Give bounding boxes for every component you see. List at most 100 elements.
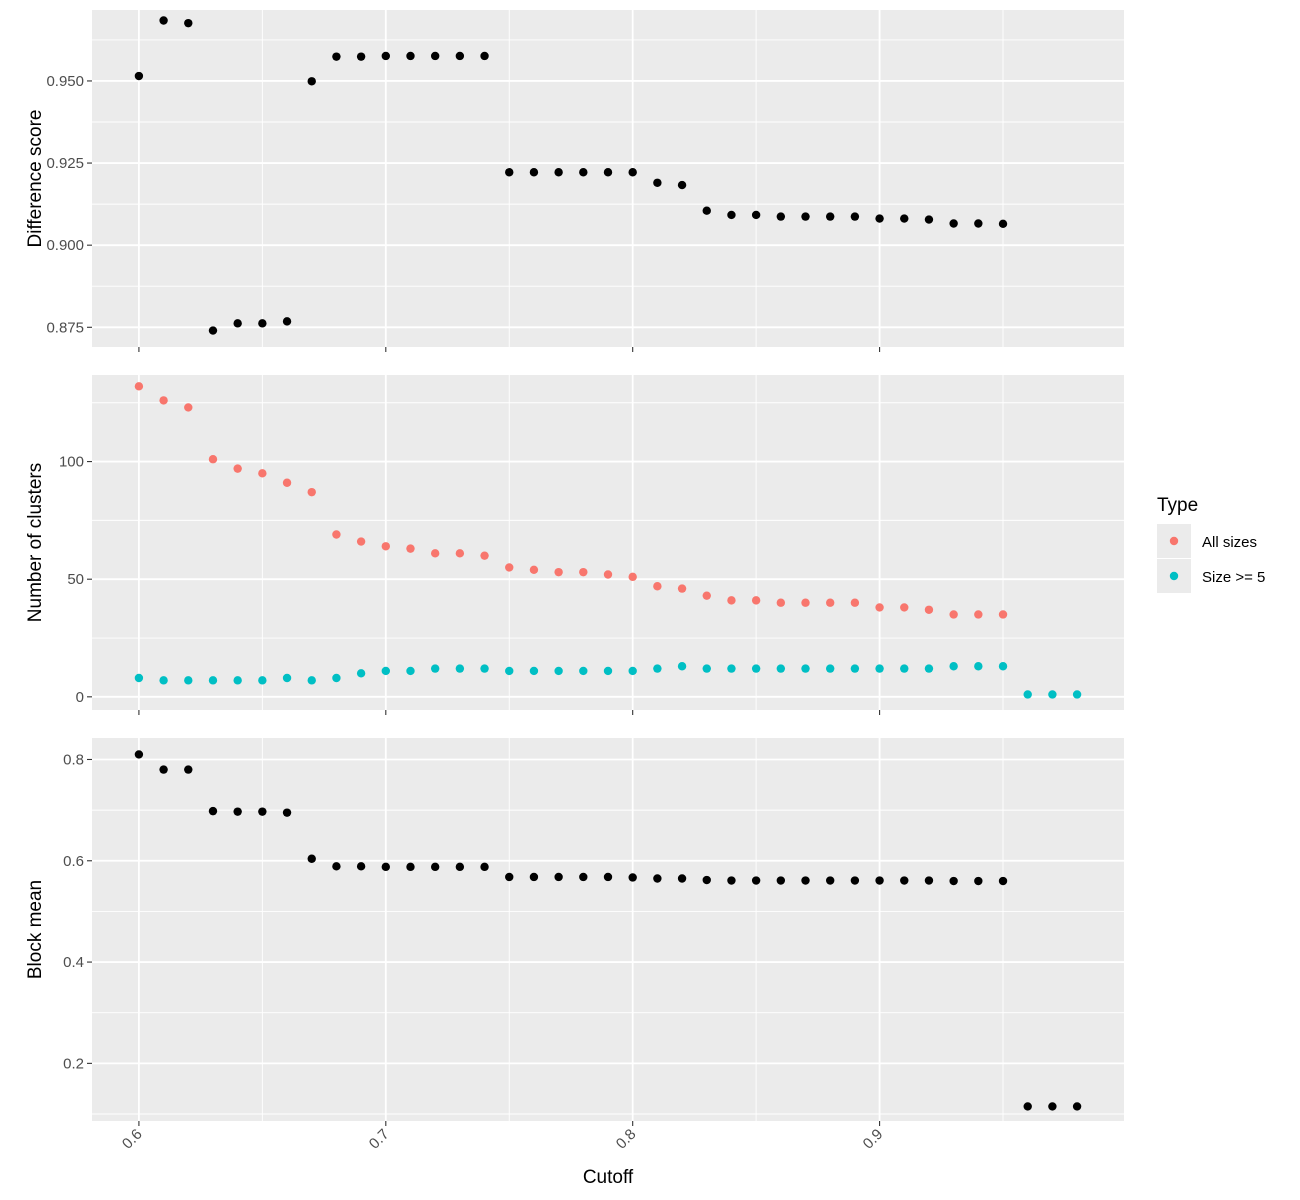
y-tick-label: 0.950 [46, 73, 84, 90]
data-point [850, 598, 860, 607]
data-point [554, 872, 563, 882]
data-point [677, 180, 687, 190]
y-tick-label: 100 [59, 454, 84, 471]
data-point [184, 403, 193, 412]
data-point [776, 598, 786, 607]
data-point [1072, 690, 1082, 699]
data-point [727, 664, 736, 673]
data-point [282, 673, 292, 683]
data-point [233, 464, 242, 473]
data-point [406, 666, 415, 676]
data-point [455, 51, 465, 61]
data-point [159, 676, 168, 685]
data-point [455, 664, 465, 673]
data-point [850, 664, 860, 673]
panel-background [92, 10, 1124, 347]
data-point [974, 662, 983, 671]
data-point [579, 168, 588, 177]
data-point [603, 666, 613, 676]
data-point [801, 876, 810, 885]
data-point [258, 469, 267, 478]
series-all-sizes [134, 382, 1008, 619]
data-point [1023, 1102, 1032, 1111]
data-point [529, 565, 539, 574]
data-point [900, 664, 909, 673]
data-point [258, 319, 267, 328]
data-point [826, 212, 835, 221]
data-point [1023, 690, 1032, 699]
data-point [208, 676, 218, 685]
data-point [480, 51, 489, 61]
data-point [924, 605, 934, 614]
data-point [900, 603, 909, 612]
data-point [998, 610, 1008, 619]
data-point [208, 326, 218, 335]
data-point [653, 664, 662, 673]
data-point [480, 551, 489, 560]
data-point [974, 219, 983, 228]
data-point [307, 676, 316, 685]
panel-background [92, 375, 1124, 710]
data-point [505, 168, 514, 177]
data-point [998, 876, 1008, 886]
data-point [603, 570, 613, 579]
data-point [381, 542, 390, 551]
data-point [356, 52, 366, 61]
legend: Type All sizes Size >= 5 [1157, 495, 1265, 593]
data-point [480, 664, 489, 673]
data-point [702, 875, 711, 885]
data-point [727, 210, 736, 220]
data-point [406, 544, 415, 553]
data-point [1072, 1102, 1082, 1111]
data-point [850, 212, 860, 221]
data-point [233, 676, 242, 685]
data-point [332, 862, 341, 871]
data-point [949, 662, 958, 671]
data-point [159, 396, 168, 405]
legend-key-all-sizes [1169, 536, 1179, 546]
data-point [776, 664, 786, 673]
panel-background [92, 738, 1124, 1121]
y-tick-label: 50 [67, 571, 84, 588]
y-axis-title: Difference score [25, 110, 46, 248]
data-point [900, 214, 909, 223]
panel-2: 0 50 100 Number of clusters [25, 375, 1124, 715]
data-point [751, 596, 761, 605]
data-point [850, 876, 860, 885]
series-points [134, 16, 1008, 335]
data-point [529, 872, 539, 882]
data-point [875, 603, 884, 612]
data-point [579, 567, 588, 577]
data-point [455, 862, 465, 872]
data-point [505, 872, 514, 882]
y-axis-title: Block mean [25, 880, 46, 979]
data-point [875, 876, 884, 885]
legend-label-size-5: Size >= 5 [1202, 569, 1265, 586]
data-point [282, 478, 292, 487]
data-point [332, 673, 341, 683]
data-point [455, 549, 465, 558]
data-point [702, 591, 711, 600]
data-point [430, 51, 440, 61]
data-point [332, 52, 341, 61]
data-point [875, 664, 884, 673]
data-point [332, 530, 341, 539]
data-point [924, 664, 934, 673]
data-point [1048, 1102, 1057, 1111]
data-point [406, 862, 415, 872]
y-tick-label: 0.6 [63, 853, 84, 870]
data-point [554, 567, 563, 577]
data-point [134, 382, 144, 391]
data-point [159, 16, 168, 25]
panel-1: 0.875 0.900 0.925 0.950 Difference score [25, 10, 1124, 352]
data-point [159, 765, 168, 774]
data-point [258, 807, 267, 816]
data-point [628, 572, 637, 582]
data-point [974, 610, 983, 619]
data-point [505, 666, 514, 676]
data-point [430, 664, 440, 673]
data-point [356, 862, 366, 871]
data-point [628, 873, 637, 882]
data-point [628, 168, 637, 177]
